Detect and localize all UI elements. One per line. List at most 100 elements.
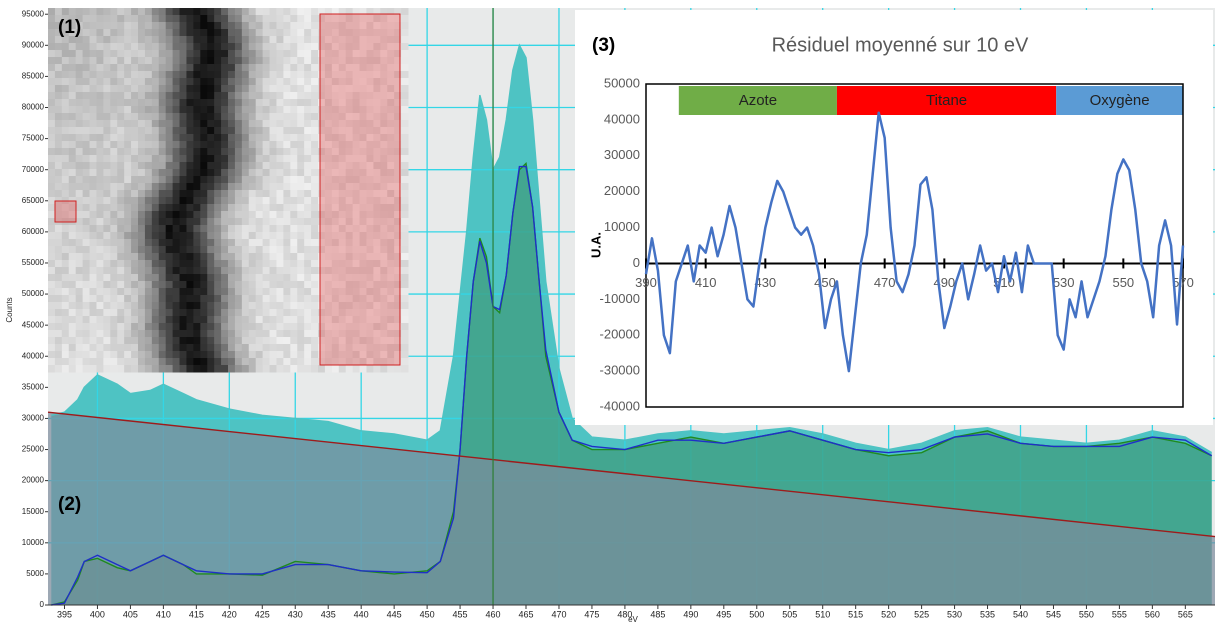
pixel <box>311 358 319 366</box>
pixel <box>117 15 125 23</box>
pixel <box>331 204 340 212</box>
pixel <box>186 127 194 135</box>
pixel <box>394 351 402 359</box>
pixel <box>331 288 340 296</box>
pixel <box>373 127 381 135</box>
pixel <box>61 211 70 219</box>
pixel <box>352 120 361 128</box>
pixel <box>75 274 84 282</box>
pixel <box>138 50 146 58</box>
pixel <box>380 176 388 184</box>
pixel <box>269 197 277 205</box>
pixel <box>380 113 388 121</box>
pixel <box>68 267 77 275</box>
pixel <box>110 218 118 226</box>
pixel <box>89 22 97 30</box>
pixel <box>54 281 63 289</box>
pixel <box>200 162 208 170</box>
pixel <box>387 302 395 310</box>
pixel <box>283 316 291 324</box>
x-tick-label: 530 <box>947 609 962 619</box>
pixel <box>221 15 229 23</box>
pixel <box>117 316 125 324</box>
pixel <box>373 239 381 247</box>
pixel <box>373 120 381 128</box>
pixel <box>276 8 284 16</box>
pixel <box>138 99 146 107</box>
pixel <box>297 302 305 310</box>
pixel <box>75 36 84 44</box>
pixel <box>241 211 250 219</box>
pixel <box>221 267 229 275</box>
pixel <box>297 43 305 51</box>
pixel <box>380 274 388 282</box>
pixel <box>193 323 201 331</box>
pixel <box>82 148 91 156</box>
pixel <box>290 148 298 156</box>
pixel <box>96 176 104 184</box>
pixel <box>366 120 374 128</box>
pixel <box>331 29 340 37</box>
pixel <box>331 358 340 366</box>
x-tick-label: 450 <box>420 609 435 619</box>
pixel <box>228 155 236 163</box>
pixel <box>82 197 91 205</box>
pixel <box>262 8 271 16</box>
pixel <box>387 232 395 240</box>
pixel <box>61 36 70 44</box>
pixel <box>318 246 326 254</box>
pixel <box>297 253 305 261</box>
pixel <box>387 260 395 268</box>
pixel <box>151 309 160 317</box>
pixel <box>131 344 139 352</box>
pixel <box>394 106 402 114</box>
pixel <box>401 281 409 289</box>
pixel <box>283 246 291 254</box>
pixel <box>228 106 236 114</box>
pixel <box>359 253 367 261</box>
pixel <box>124 29 132 37</box>
pixel <box>401 92 409 100</box>
pixel <box>54 78 63 86</box>
pixel <box>311 260 319 268</box>
pixel <box>214 43 222 51</box>
pixel <box>151 344 160 352</box>
pixel <box>380 22 388 30</box>
pixel <box>255 8 264 16</box>
pixel <box>193 351 201 359</box>
pixel <box>290 330 298 338</box>
pixel <box>214 36 222 44</box>
pixel <box>297 106 305 114</box>
pixel <box>165 309 174 317</box>
pixel <box>262 358 271 366</box>
x-tick-label: 440 <box>354 609 369 619</box>
pixel <box>311 15 319 23</box>
pixel <box>207 169 215 177</box>
pixel <box>151 29 160 37</box>
pixel <box>110 316 118 324</box>
pixel <box>290 85 298 93</box>
pixel <box>276 71 284 79</box>
pixel <box>158 169 167 177</box>
pixel <box>387 197 395 205</box>
band <box>836 86 1057 115</box>
pixel <box>89 288 97 296</box>
pixel <box>318 92 326 100</box>
pixel <box>131 288 139 296</box>
pixel <box>311 99 319 107</box>
pixel <box>304 295 312 303</box>
pixel <box>61 288 70 296</box>
x-tick-label: 525 <box>914 609 929 619</box>
pixel <box>221 323 229 331</box>
pixel <box>110 225 118 233</box>
pixel <box>255 50 264 58</box>
pixel <box>373 358 381 366</box>
pixel <box>165 302 174 310</box>
pixel <box>124 365 132 373</box>
pixel <box>241 204 250 212</box>
pixel <box>401 344 409 352</box>
pixel <box>221 232 229 240</box>
pixel <box>283 50 291 58</box>
pixel <box>117 120 125 128</box>
pixel <box>248 295 257 303</box>
